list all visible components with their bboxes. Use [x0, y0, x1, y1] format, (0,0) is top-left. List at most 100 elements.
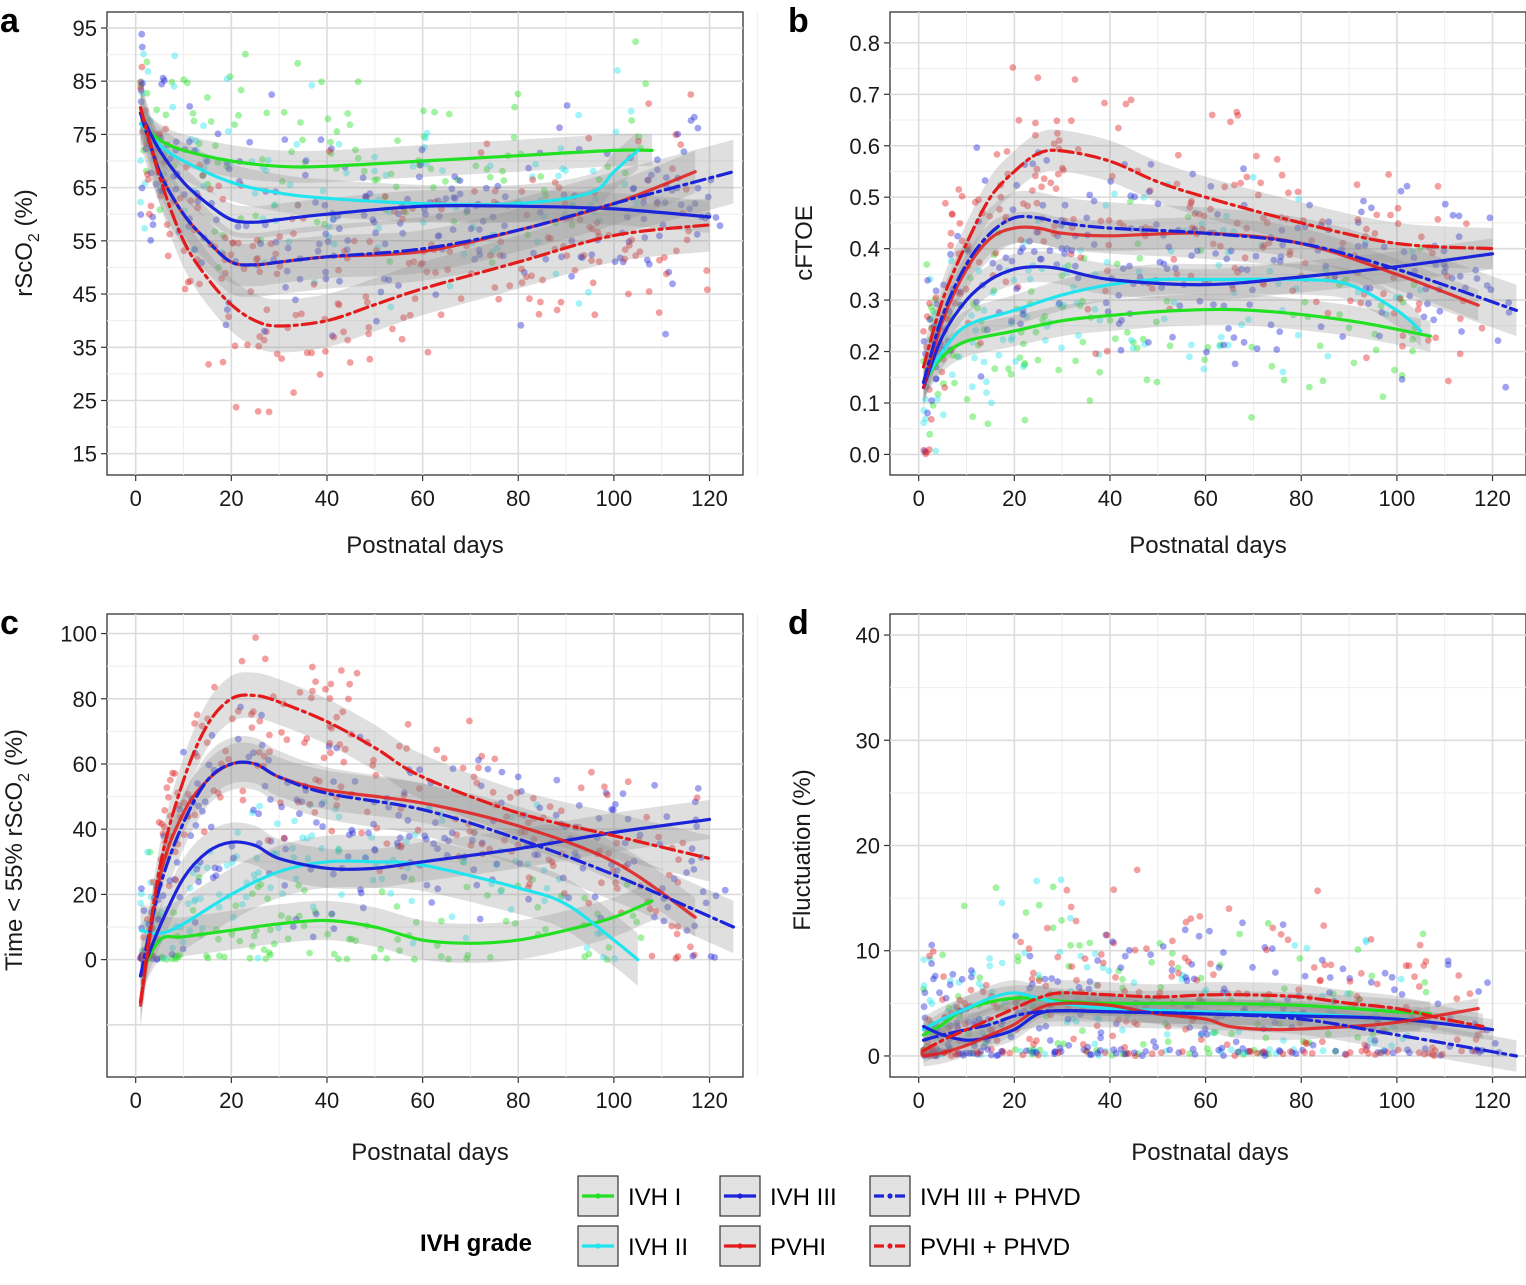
data-point [1150, 1038, 1157, 1045]
data-point [1237, 265, 1245, 273]
data-point [1390, 274, 1397, 282]
data-point [624, 213, 631, 221]
data-point [976, 974, 984, 981]
data-point [674, 923, 682, 930]
x-tick-label: 120 [1474, 1088, 1511, 1113]
data-point [354, 154, 362, 162]
data-point [1253, 345, 1261, 353]
data-point [294, 798, 302, 806]
data-point [669, 165, 676, 173]
data-point [1191, 210, 1199, 218]
data-point [312, 678, 319, 685]
data-point [1399, 342, 1406, 350]
data-point [1163, 265, 1171, 273]
data-point [439, 167, 446, 175]
data-point [144, 848, 152, 856]
data-point [328, 910, 336, 918]
data-point [926, 430, 934, 438]
data-point [1257, 179, 1265, 187]
data-point [1306, 383, 1313, 391]
data-point [450, 194, 458, 201]
data-point [518, 265, 525, 273]
data-point [1420, 313, 1428, 321]
data-point [328, 145, 335, 153]
data-point [920, 1003, 928, 1011]
data-point [249, 708, 257, 716]
data-point [171, 876, 179, 883]
data-point [1209, 1029, 1217, 1037]
data-point [245, 753, 253, 761]
data-point [655, 833, 662, 841]
data-point [417, 261, 425, 268]
data-point [623, 881, 631, 888]
data-point [1209, 240, 1217, 248]
data-point [1165, 243, 1173, 251]
data-point [689, 952, 697, 960]
data-point [186, 103, 194, 110]
data-point [1277, 253, 1285, 261]
data-point [423, 268, 431, 276]
data-point [1259, 244, 1267, 251]
data-point [1119, 1050, 1127, 1058]
data-point [1033, 877, 1041, 885]
data-point [1067, 250, 1075, 258]
data-point [1422, 988, 1430, 996]
data-point [604, 163, 612, 171]
data-point [621, 180, 629, 188]
data-point [393, 903, 401, 910]
data-point [228, 842, 236, 850]
data-point [1030, 1002, 1037, 1010]
data-point [947, 250, 954, 258]
data-point [1064, 262, 1072, 270]
data-point [996, 264, 1003, 271]
data-point [954, 1022, 961, 1030]
data-point [1096, 1047, 1104, 1054]
data-point [158, 953, 166, 961]
data-point [1102, 201, 1110, 209]
data-point [1295, 986, 1303, 993]
data-point [234, 707, 242, 715]
data-point [1295, 195, 1303, 203]
data-point [478, 752, 486, 760]
data-point [292, 311, 300, 319]
data-point [191, 811, 199, 819]
data-point [366, 355, 374, 363]
data-point [1023, 313, 1031, 320]
data-point [285, 915, 292, 922]
data-point [645, 260, 653, 268]
data-point [404, 195, 411, 203]
data-point [199, 807, 206, 815]
data-point [1281, 985, 1288, 993]
data-point [491, 284, 499, 291]
data-point [557, 892, 565, 900]
data-point [475, 764, 482, 772]
data-point [1077, 952, 1085, 960]
data-point [975, 980, 983, 987]
data-point [161, 77, 168, 84]
data-point [396, 742, 403, 750]
data-point [335, 266, 342, 274]
data-point [1233, 108, 1241, 116]
data-point [159, 74, 167, 82]
data-point [1305, 1039, 1313, 1047]
data-point [282, 845, 289, 853]
data-point [409, 939, 417, 947]
data-point [920, 982, 928, 989]
data-point [343, 246, 351, 254]
data-point [1339, 965, 1347, 973]
data-point [165, 882, 173, 890]
data-point [365, 829, 372, 837]
data-point [219, 232, 227, 239]
data-point [1225, 905, 1233, 913]
data-point [653, 200, 661, 207]
data-point [1033, 199, 1041, 207]
data-point [571, 849, 579, 857]
data-point [211, 864, 219, 872]
data-point [1168, 966, 1176, 974]
data-point [1346, 975, 1354, 982]
confidence-band-c-4 [140, 736, 734, 1002]
data-point [137, 86, 145, 94]
data-point [446, 248, 454, 255]
data-point [592, 195, 600, 203]
data-point [279, 178, 286, 185]
